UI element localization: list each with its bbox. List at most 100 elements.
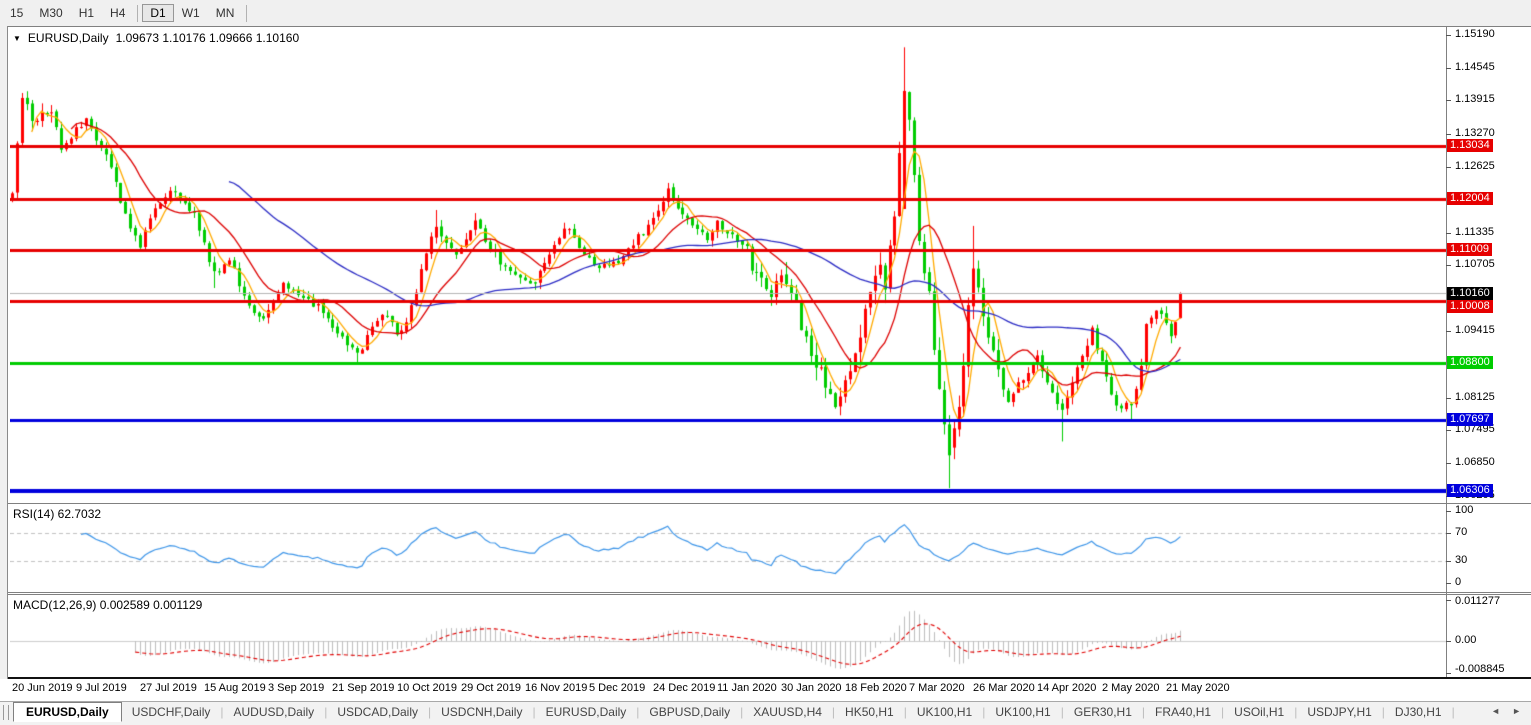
timeframe-button-mn[interactable]: MN xyxy=(215,6,235,20)
timeframe-button-w1[interactable]: W1 xyxy=(181,6,200,20)
price-axis-label: 1.09415 xyxy=(1455,324,1495,336)
chart-tab-eurusd-daily[interactable]: EURUSD,Daily xyxy=(13,702,122,722)
tab-separator: | xyxy=(903,705,907,719)
toolbar-separator xyxy=(246,4,248,22)
rsi-macd-separator-1[interactable] xyxy=(8,592,1531,593)
macd-tick xyxy=(1446,600,1451,601)
price-axis-flag: 1.12004 xyxy=(1447,192,1493,205)
chart-tab-uk100-h1[interactable]: UK100,H1 xyxy=(995,705,1051,719)
date-axis-label: 24 Dec 2019 xyxy=(653,682,716,694)
tab-separator: | xyxy=(1381,705,1385,719)
main-rsi-separator[interactable] xyxy=(8,503,1531,504)
date-axis-label: 20 Jun 2019 xyxy=(12,682,73,694)
date-axis-label: 29 Oct 2019 xyxy=(461,682,521,694)
date-axis-label: 27 Jul 2019 xyxy=(140,682,197,694)
timeframe-button-m30[interactable]: M30 xyxy=(39,6,63,20)
date-axis-label: 16 Nov 2019 xyxy=(525,682,588,694)
chart-tab-xauusd-h4[interactable]: XAUUSD,H4 xyxy=(753,705,822,719)
price-tick xyxy=(1446,463,1451,464)
window-left-edge xyxy=(0,26,8,701)
tab-splitter-handle[interactable] xyxy=(3,705,9,720)
chart-tab-usdchf-daily[interactable]: USDCHF,Daily xyxy=(131,705,211,719)
date-axis-label: 7 Mar 2020 xyxy=(909,682,965,694)
price-axis-label: 1.13270 xyxy=(1455,127,1495,139)
chart-tab-dj30-h1[interactable]: DJ30,H1 xyxy=(1394,705,1442,719)
price-axis-label: 1.14545 xyxy=(1455,61,1495,73)
date-axis-label: 9 Jul 2019 xyxy=(76,682,127,694)
chart-top-border xyxy=(8,26,1531,27)
tab-scroll-right-icon[interactable]: ► xyxy=(1512,706,1521,716)
chart-tab-fra40-h1[interactable]: FRA40,H1 xyxy=(1155,705,1212,719)
timeframe-button-15[interactable]: 15 xyxy=(10,6,24,20)
date-axis-label: 21 Sep 2019 xyxy=(332,682,395,694)
price-axis-label: 1.06850 xyxy=(1455,456,1495,468)
macd-axis: 0.011277 0.00 -0.008845 xyxy=(1446,595,1531,677)
chart-tab-usoil-h1[interactable]: USOil,H1 xyxy=(1234,705,1285,719)
chart-ohlc-values: 1.09673 1.10176 1.09666 1.10160 xyxy=(115,31,300,45)
price-axis-label: 1.11335 xyxy=(1455,226,1494,238)
price-tick xyxy=(1446,134,1451,135)
rsi-axis-label: 70 xyxy=(1455,526,1468,538)
date-axis-label: 15 Aug 2019 xyxy=(204,682,266,694)
price-axis-label: 1.13915 xyxy=(1455,93,1495,105)
rsi-macd-separator-2 xyxy=(8,594,1531,595)
date-axis: 20 Jun 2019 9 Jul 2019 27 Jul 2019 15 Aug 2… xyxy=(0,679,1531,701)
tab-separator: | xyxy=(220,705,224,719)
tab-separator: | xyxy=(1221,705,1225,719)
price-axis-flag: 1.10160 xyxy=(1447,287,1493,300)
rsi-axis-label: 0 xyxy=(1455,576,1462,588)
chart-tab-hk50-h1[interactable]: HK50,H1 xyxy=(845,705,894,719)
macd-indicator-canvas[interactable] xyxy=(10,595,1446,677)
chart-tab-gbpusd-daily[interactable]: GBPUSD,Daily xyxy=(649,705,731,719)
chart-tab-audusd-daily[interactable]: AUDUSD,Daily xyxy=(233,705,315,719)
macd-bottom-border xyxy=(8,677,1531,679)
rsi-panel-label: RSI(14) 62.7032 xyxy=(13,507,102,521)
macd-axis-label: 0.00 xyxy=(1455,634,1477,646)
timeframe-toolbar: 15 M30 H1 H4 D1 W1 MN xyxy=(0,0,1531,26)
rsi-axis: 100 70 30 0 xyxy=(1446,504,1531,592)
chart-tabs: EURUSD,Daily USDCHF,Daily | AUDUSD,Daily | US… xyxy=(13,702,1455,722)
chart-tab-bar: EURUSD,Daily USDCHF,Daily | AUDUSD,Daily | US… xyxy=(0,701,1531,725)
tab-scroll-left-icon[interactable]: ◄ xyxy=(1491,706,1501,716)
date-axis-label: 18 Feb 2020 xyxy=(845,682,907,694)
date-axis-label: 21 May 2020 xyxy=(1166,682,1230,694)
price-tick xyxy=(1446,265,1451,266)
timeframe-button-h1[interactable]: H1 xyxy=(78,6,95,20)
date-axis-label: 26 Mar 2020 xyxy=(973,682,1035,694)
chart-tab-uk100-h1[interactable]: UK100,H1 xyxy=(916,705,973,719)
macd-tick xyxy=(1446,673,1451,674)
macd-axis-label: 0.011277 xyxy=(1455,595,1501,607)
toolbar-separator xyxy=(137,4,139,22)
macd-axis-label: -0.008845 xyxy=(1455,663,1505,675)
main-chart-canvas[interactable] xyxy=(10,27,1446,503)
chart-tab-usdjpy-h1[interactable]: USDJPY,H1 xyxy=(1307,705,1372,719)
chart-tab-usdcad-daily[interactable]: USDCAD,Daily xyxy=(337,705,418,719)
rsi-axis-label: 100 xyxy=(1455,504,1474,516)
rsi-indicator-canvas[interactable] xyxy=(10,504,1446,592)
timeframe-button-d1[interactable]: D1 xyxy=(142,4,174,22)
price-axis-flag: 1.11009 xyxy=(1447,243,1492,256)
rsi-tick xyxy=(1446,561,1451,562)
tab-scroll-arrows: ◄ ► xyxy=(1491,706,1521,716)
price-axis-separator xyxy=(1446,27,1447,677)
chart-tab-eurusd-daily[interactable]: EURUSD,Daily xyxy=(545,705,627,719)
tab-separator: | xyxy=(1294,705,1298,719)
price-axis-label: 1.15190 xyxy=(1455,28,1495,40)
price-axis: 1.15190 1.14545 1.13915 1.13270 1.12625 1.113… xyxy=(1446,27,1531,503)
macd-tick xyxy=(1446,641,1451,642)
price-axis-flag: 1.06306 xyxy=(1447,484,1493,497)
tab-separator: | xyxy=(1451,705,1455,719)
price-tick xyxy=(1446,233,1451,234)
timeframe-button-h4[interactable]: H4 xyxy=(110,6,126,20)
date-axis-label: 30 Jan 2020 xyxy=(781,682,842,694)
chart-tab-ger30-h1[interactable]: GER30,H1 xyxy=(1073,705,1132,719)
price-axis-label: 1.08125 xyxy=(1455,391,1495,403)
chart-tab-usdcnh-daily[interactable]: USDCNH,Daily xyxy=(441,705,523,719)
price-axis-flag: 1.07697 xyxy=(1447,413,1493,426)
price-tick xyxy=(1446,68,1451,69)
tab-separator: | xyxy=(831,705,836,719)
date-axis-label: 5 Dec 2019 xyxy=(589,682,646,694)
chart-list-toggle-icon[interactable]: ▼ xyxy=(13,33,21,43)
tab-separator: | xyxy=(532,705,536,719)
price-tick xyxy=(1446,331,1451,332)
